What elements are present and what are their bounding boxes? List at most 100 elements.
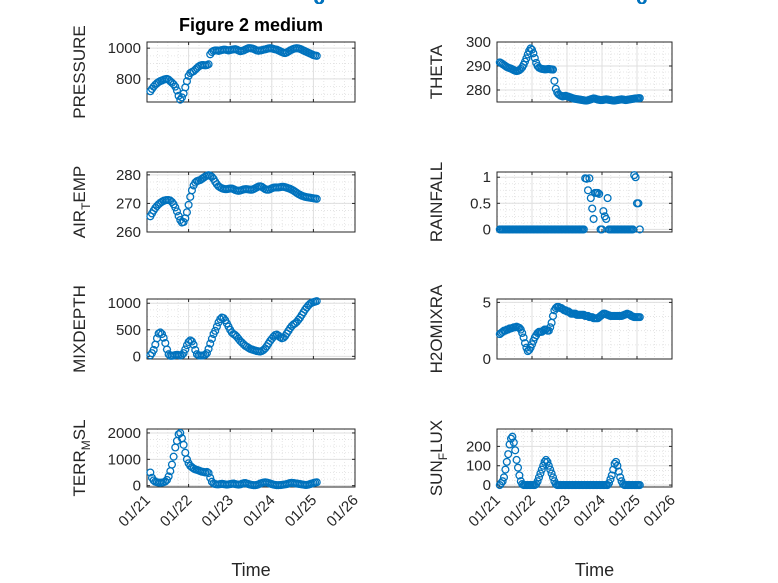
y-axis-label-main: SUN [427,460,446,496]
data-point [312,478,321,487]
y-tick-label: 1000 [108,40,141,57]
data-point [177,93,186,102]
data-point [635,481,644,490]
axes-frame [146,171,356,233]
subplot-5: 0 500 1000 MIXDEPTH [70,0,356,373]
data-point [508,432,517,441]
x-axis-label: Time [575,560,614,580]
y-axis-label: MIXDEPTH [70,285,89,373]
data-point [179,349,188,358]
y-tick-label: 800 [116,71,141,88]
data-point [603,194,612,203]
data-point [607,471,616,480]
series-markers [495,0,647,490]
y-tick-label: 0 [483,477,491,494]
subplot-4: 0 0.5 1 RAINFALL [427,0,673,242]
y-tick-label: 1000 [108,295,141,312]
data-point [157,329,167,339]
data-point [631,173,640,182]
data-point [635,313,644,322]
y-axis-label: TERRMSL [70,419,93,496]
data-point [544,461,553,470]
data-point [579,225,588,234]
data-point [171,203,180,212]
data-point [499,473,509,482]
data-point [585,174,594,183]
y-axis-label-suffix: SL [70,419,89,440]
data-point [527,45,537,54]
data-point [546,465,555,474]
data-point [146,468,155,477]
subplot-1: 800 1000 PRESSURE [70,0,356,119]
data-point [518,328,527,338]
data-point [202,467,211,477]
data-point [611,457,621,466]
y-axis-label-suffix: LUX [427,420,446,453]
y-tick-label: 1 [483,169,491,186]
data-point [635,225,644,234]
y-tick-label: 0 [133,478,141,495]
y-tick-label: 500 [116,322,141,339]
data-point [159,333,168,342]
data-point [519,333,528,342]
data-point [550,76,559,85]
axes-frame [496,298,673,360]
y-axis-label: RAINFALL [427,162,446,242]
data-point [501,465,510,474]
y-tick-label: 100 [466,458,491,475]
data-point [548,311,558,321]
data-point [536,469,545,478]
data-point [204,60,213,69]
y-tick-label: 300 [466,34,491,51]
data-point [635,94,644,103]
data-point [201,350,210,359]
data-point [216,315,225,324]
y-tick-label: 270 [116,195,141,212]
y-tick-label: 0.5 [470,195,491,212]
data-point [511,446,520,455]
data-point [182,208,191,217]
data-point [583,186,593,195]
data-point [505,440,514,449]
y-tick-label: 200 [466,438,491,455]
data-point [530,54,539,63]
y-tick-label: 280 [116,167,141,184]
data-point [509,438,518,447]
data-point [502,457,511,466]
data-point [312,297,321,306]
figure-title: Figure 2 medium [179,15,323,35]
data-point [154,329,163,338]
data-point [202,349,211,358]
y-axis-label-main: H2OMIXRA [427,284,446,373]
y-tick-label: 0 [133,348,141,365]
data-point [276,333,285,342]
data-point [588,204,597,213]
data-point [586,194,595,203]
y-axis-label-main: TERR [70,450,89,496]
data-point [316,0,325,5]
data-point [529,49,538,58]
data-point [211,326,220,335]
y-axis-label: THETA [427,44,446,99]
data-point [167,460,177,469]
data-point [164,472,173,481]
data-point [187,186,196,195]
data-point [504,450,513,459]
data-point [515,471,524,480]
data-point [613,461,622,470]
data-point [206,339,215,348]
data-point [548,473,558,482]
data-point [498,477,507,486]
y-axis-label-main: AIR [70,210,89,238]
data-point [589,214,598,224]
y-tick-label: 0 [483,351,491,368]
data-point [172,207,182,216]
data-point [184,200,193,209]
y-axis-label: SUNFLUX [427,420,450,496]
data-point [176,428,185,438]
data-point [179,217,188,227]
y-axis-label-main: RAINFALL [427,162,446,242]
y-axis-label-main: PRESSURE [70,25,89,119]
series-markers [495,0,647,356]
